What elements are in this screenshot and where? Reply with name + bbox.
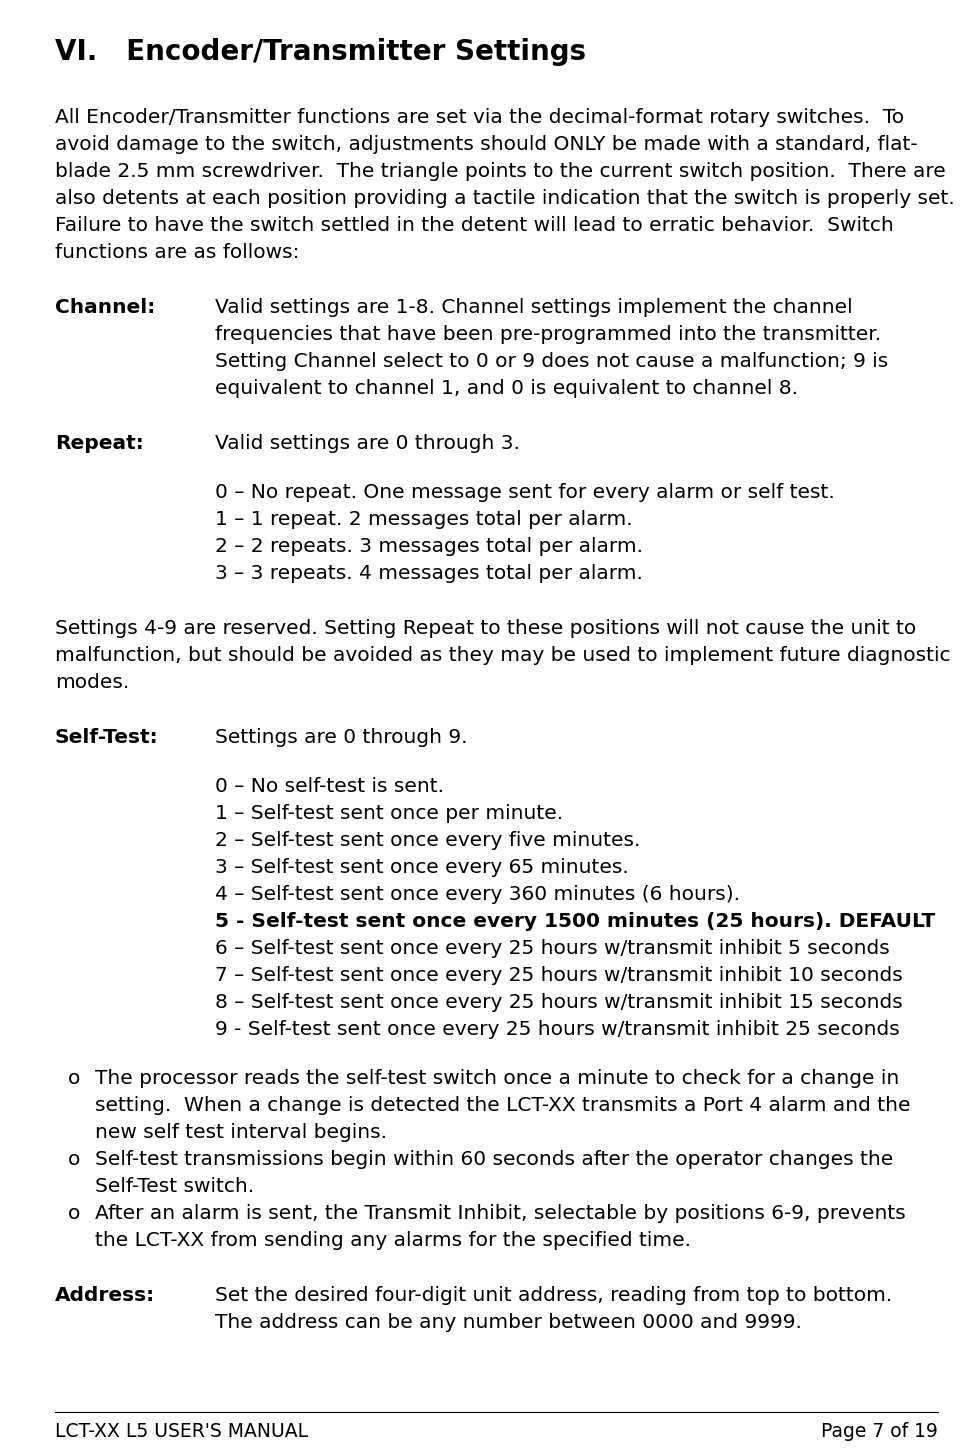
Text: the LCT-XX from sending any alarms for the specified time.: the LCT-XX from sending any alarms for t…: [95, 1232, 691, 1250]
Text: also detents at each position providing a tactile indication that the switch is : also detents at each position providing …: [55, 189, 954, 208]
Text: 2 – Self-test sent once every five minutes.: 2 – Self-test sent once every five minut…: [215, 832, 641, 851]
Text: functions are as follows:: functions are as follows:: [55, 243, 299, 262]
Text: 5 - Self-test sent once every 1500 minutes (25 hours). DEFAULT: 5 - Self-test sent once every 1500 minut…: [215, 912, 935, 931]
Text: malfunction, but should be avoided as they may be used to implement future diagn: malfunction, but should be avoided as th…: [55, 646, 951, 664]
Text: 7 – Self-test sent once every 25 hours w/transmit inhibit 10 seconds: 7 – Self-test sent once every 25 hours w…: [215, 965, 903, 984]
Text: Setting Channel select to 0 or 9 does not cause a malfunction; 9 is: Setting Channel select to 0 or 9 does no…: [215, 352, 888, 371]
Text: Self-Test:: Self-Test:: [55, 728, 158, 747]
Text: frequencies that have been pre-programmed into the transmitter.: frequencies that have been pre-programme…: [215, 326, 881, 345]
Text: Repeat:: Repeat:: [55, 433, 144, 454]
Text: Failure to have the switch settled in the detent will lead to erratic behavior. : Failure to have the switch settled in th…: [55, 217, 893, 236]
Text: The processor reads the self-test switch once a minute to check for a change in: The processor reads the self-test switch…: [95, 1069, 899, 1088]
Text: 9 - Self-test sent once every 25 hours w/transmit inhibit 25 seconds: 9 - Self-test sent once every 25 hours w…: [215, 1021, 900, 1040]
Text: Self-Test switch.: Self-Test switch.: [95, 1176, 254, 1197]
Text: o: o: [68, 1150, 81, 1169]
Text: 8 – Self-test sent once every 25 hours w/transmit inhibit 15 seconds: 8 – Self-test sent once every 25 hours w…: [215, 993, 903, 1012]
Text: setting.  When a change is detected the LCT-XX transmits a Port 4 alarm and the: setting. When a change is detected the L…: [95, 1096, 911, 1115]
Text: 6 – Self-test sent once every 25 hours w/transmit inhibit 5 seconds: 6 – Self-test sent once every 25 hours w…: [215, 939, 889, 958]
Text: 0 – No self-test is sent.: 0 – No self-test is sent.: [215, 776, 444, 795]
Text: 3 – Self-test sent once every 65 minutes.: 3 – Self-test sent once every 65 minutes…: [215, 858, 629, 877]
Text: 1 – 1 repeat. 2 messages total per alarm.: 1 – 1 repeat. 2 messages total per alarm…: [215, 510, 633, 529]
Text: VI.   Encoder/Transmitter Settings: VI. Encoder/Transmitter Settings: [55, 38, 586, 65]
Text: 4 – Self-test sent once every 360 minutes (6 hours).: 4 – Self-test sent once every 360 minute…: [215, 885, 740, 904]
Text: o: o: [68, 1069, 81, 1088]
Text: Settings 4-9 are reserved. Setting Repeat to these positions will not cause the : Settings 4-9 are reserved. Setting Repea…: [55, 619, 917, 638]
Text: 0 – No repeat. One message sent for every alarm or self test.: 0 – No repeat. One message sent for ever…: [215, 483, 835, 502]
Text: blade 2.5 mm screwdriver.  The triangle points to the current switch position.  : blade 2.5 mm screwdriver. The triangle p…: [55, 161, 946, 180]
Text: 1 – Self-test sent once per minute.: 1 – Self-test sent once per minute.: [215, 804, 563, 823]
Text: o: o: [68, 1204, 81, 1223]
Text: All Encoder/Transmitter functions are set via the decimal-format rotary switches: All Encoder/Transmitter functions are se…: [55, 108, 904, 126]
Text: Page 7 of 19: Page 7 of 19: [821, 1422, 938, 1441]
Text: LCT-XX L5 USER'S MANUAL: LCT-XX L5 USER'S MANUAL: [55, 1422, 308, 1441]
Text: 2 – 2 repeats. 3 messages total per alarm.: 2 – 2 repeats. 3 messages total per alar…: [215, 537, 643, 555]
Text: Set the desired four-digit unit address, reading from top to bottom.: Set the desired four-digit unit address,…: [215, 1285, 892, 1306]
Text: After an alarm is sent, the Transmit Inhibit, selectable by positions 6-9, preve: After an alarm is sent, the Transmit Inh…: [95, 1204, 906, 1223]
Text: avoid damage to the switch, adjustments should ONLY be made with a standard, fla: avoid damage to the switch, adjustments …: [55, 135, 918, 154]
Text: Address:: Address:: [55, 1285, 155, 1306]
Text: Self-test transmissions begin within 60 seconds after the operator changes the: Self-test transmissions begin within 60 …: [95, 1150, 893, 1169]
Text: modes.: modes.: [55, 673, 129, 692]
Text: Valid settings are 0 through 3.: Valid settings are 0 through 3.: [215, 433, 519, 454]
Text: new self test interval begins.: new self test interval begins.: [95, 1122, 387, 1141]
Text: equivalent to channel 1, and 0 is equivalent to channel 8.: equivalent to channel 1, and 0 is equiva…: [215, 379, 798, 398]
Text: Settings are 0 through 9.: Settings are 0 through 9.: [215, 728, 467, 747]
Text: Channel:: Channel:: [55, 298, 155, 317]
Text: Valid settings are 1-8. Channel settings implement the channel: Valid settings are 1-8. Channel settings…: [215, 298, 853, 317]
Text: The address can be any number between 0000 and 9999.: The address can be any number between 00…: [215, 1313, 802, 1332]
Text: 3 – 3 repeats. 4 messages total per alarm.: 3 – 3 repeats. 4 messages total per alar…: [215, 564, 643, 583]
